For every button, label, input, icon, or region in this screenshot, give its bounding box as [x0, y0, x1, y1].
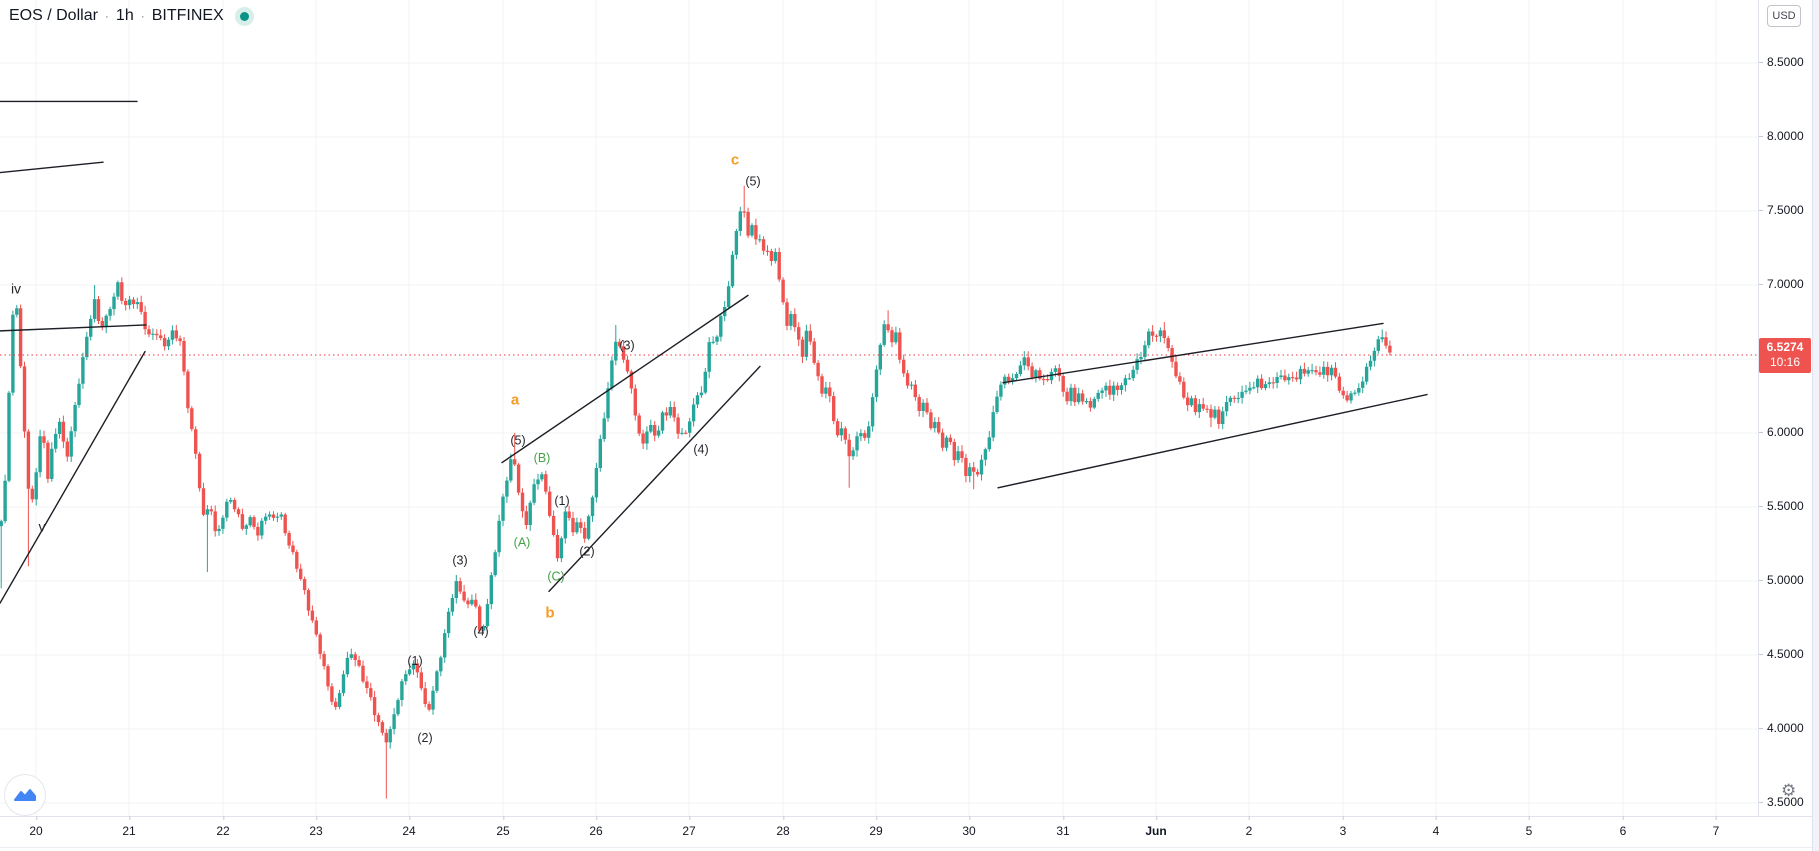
time-tick-label: 22	[216, 816, 230, 838]
trend-line[interactable]	[0, 324, 147, 332]
trend-line[interactable]	[997, 393, 1428, 489]
wave-label[interactable]: (B)	[534, 451, 551, 465]
wave-label[interactable]: (5)	[745, 174, 760, 188]
right-panel-edge	[1812, 0, 1819, 851]
interval-label[interactable]: 1h	[115, 7, 134, 24]
time-tick-label: 20	[29, 816, 43, 838]
price-tick-label: 7.0000	[1759, 277, 1804, 291]
time-tick-label: Jun	[1145, 816, 1167, 838]
wave-label[interactable]: c	[731, 152, 739, 169]
market-open-dot-icon	[239, 11, 249, 21]
wave-label[interactable]: (2)	[579, 544, 594, 558]
price-tick-label: 7.5000	[1759, 203, 1804, 217]
wave-label[interactable]: (3)	[452, 553, 467, 567]
trend-line[interactable]	[1002, 322, 1384, 384]
trend-line[interactable]	[548, 365, 761, 593]
wave-label[interactable]: (2)	[417, 731, 432, 745]
price-tick-label: 5.5000	[1759, 499, 1804, 513]
time-tick-label: 7	[1712, 816, 1720, 838]
wave-label[interactable]: (A)	[514, 536, 531, 550]
wave-label[interactable]: iv	[11, 280, 21, 296]
symbol-title[interactable]: EOS / Dollar	[9, 7, 98, 24]
tradingview-logo[interactable]	[4, 774, 46, 816]
price-tick-label: 4.0000	[1759, 721, 1804, 735]
symbol-legend: EOS / Dollar · 1h · BITFINEX	[9, 5, 254, 27]
time-tick-label: 3	[1339, 816, 1347, 838]
wave-label[interactable]: (4)	[693, 442, 708, 456]
candlestick-chart-canvas[interactable]: iv v (1) (2) (3) (4) (5) (A) (B) (C) a b c (1) (2) (3) (…	[0, 0, 1758, 816]
time-tick-label: 6	[1619, 816, 1627, 838]
wave-label[interactable]: b	[545, 605, 554, 622]
legend-separator: ·	[104, 9, 109, 23]
price-tick-label: 4.5000	[1759, 647, 1804, 661]
time-tick-label: 2	[1245, 816, 1253, 838]
chart-pane[interactable]: iv v (1) (2) (3) (4) (5) (A) (B) (C) a b c (1) (2) (3) (…	[0, 0, 1758, 816]
last-price-label: 6.5274 10:16	[1759, 337, 1811, 373]
currency-button[interactable]: USD	[1767, 5, 1801, 27]
time-tick-label: 5	[1525, 816, 1533, 838]
trend-line[interactable]	[501, 294, 749, 464]
wave-label[interactable]: v	[39, 519, 46, 535]
time-tick-label: 30	[962, 816, 976, 838]
wave-label[interactable]: (5)	[510, 433, 525, 447]
time-tick-label: 21	[122, 816, 136, 838]
up-candle-bodies	[0, 211, 1384, 743]
up-candle-wicks	[0, 206, 1383, 749]
wave-label[interactable]: (3)	[619, 339, 634, 353]
time-tick-label: 23	[309, 816, 323, 838]
time-tick-label: 28	[776, 816, 790, 838]
time-tick-label: 31	[1056, 816, 1070, 838]
wave-label[interactable]: (1)	[554, 494, 569, 508]
time-axis[interactable]: 20 21 22 23 24 25 26 27 28 29 30 31 Jun 2 3 4 5 6 7	[0, 816, 1812, 848]
price-tick-label: 6.0000	[1759, 425, 1804, 439]
down-candle-wicks	[20, 185, 1391, 799]
last-price-value: 6.5274	[1766, 339, 1804, 354]
wave-label[interactable]: a	[511, 391, 520, 408]
legend-separator: ·	[140, 9, 145, 23]
time-tick-label: 25	[496, 816, 510, 838]
exchange-label[interactable]: BITFINEX	[151, 7, 224, 24]
price-tick-label: 5.0000	[1759, 573, 1804, 587]
wave-label[interactable]: (4)	[473, 624, 488, 638]
market-status-icon[interactable]	[234, 6, 254, 26]
trend-line[interactable]	[0, 161, 104, 174]
price-tick-label: 8.0000	[1759, 129, 1804, 143]
price-tick-label: 8.5000	[1759, 55, 1804, 69]
time-tick-label: 29	[869, 816, 883, 838]
area-chart-logo-icon	[14, 789, 36, 801]
settings-gear-icon[interactable]: ⚙	[1781, 781, 1797, 801]
price-axis[interactable]: 8.5000 8.0000 7.5000 7.0000 6.0000 5.5000 5.00…	[1758, 0, 1813, 816]
bar-countdown: 10:16	[1769, 354, 1801, 369]
grid-lines	[0, 0, 1758, 816]
time-tick-label: 4	[1432, 816, 1440, 838]
wave-label[interactable]: (1)	[407, 654, 422, 668]
time-tick-label: 27	[682, 816, 696, 838]
time-tick-label: 26	[589, 816, 603, 838]
down-candle-bodies	[18, 211, 1392, 743]
time-tick-label: 24	[402, 816, 416, 838]
trend-line[interactable]	[0, 350, 146, 604]
price-tick-label: 3.5000	[1759, 795, 1804, 809]
wave-label[interactable]: (C)	[547, 570, 564, 584]
